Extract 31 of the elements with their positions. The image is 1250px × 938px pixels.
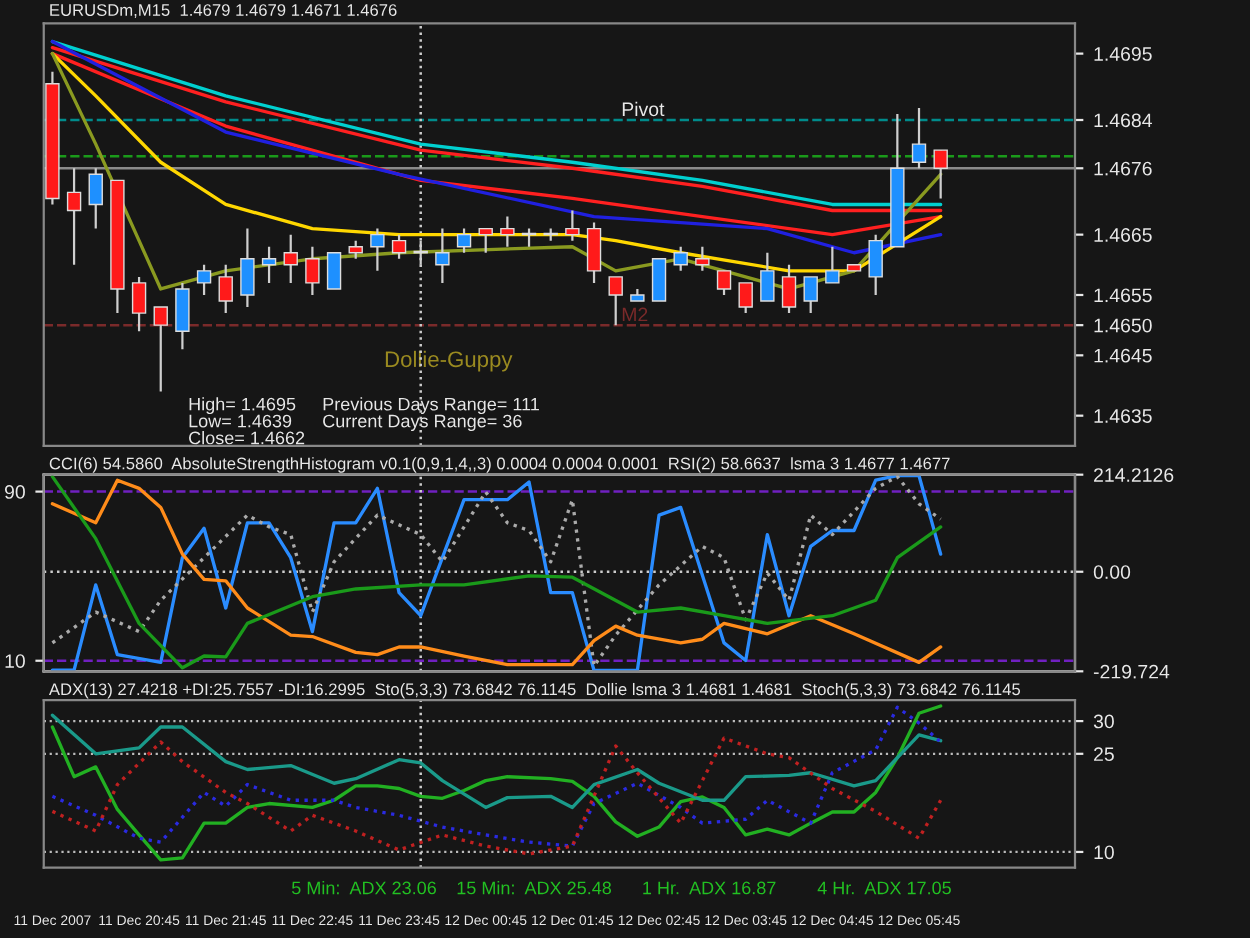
annotation: Previous Days Range= 111	[323, 397, 539, 415]
text: 1 Hr. ADX 16.87	[643, 881, 776, 895]
annotation: High= 1.4695	[189, 397, 296, 415]
y-tick-label: 214.2126	[1094, 468, 1174, 482]
annotation: Low= 1.4639	[189, 414, 292, 428]
y-tick-label: -219.724	[1093, 664, 1170, 679]
y-tick-label: 1.4635	[1094, 409, 1152, 423]
text: 15 Min: ADX 25.48	[457, 881, 612, 895]
ref-line-label: M2	[622, 307, 648, 322]
y-tick-label: 1.4655	[1094, 288, 1152, 303]
y2-tick-label: 90	[4, 485, 25, 499]
text: 4 Hr. ADX 17.05	[817, 881, 951, 895]
annotation: Current Days Range= 36	[323, 414, 522, 431]
chart-title: CCI(6) 54.5860 AbsoluteStrengthHistogram v0.1(0,9,1,4,,3) 0.0004 0.0004 0.0001 RSI(2) 58.6637 lsma 3 1.4677 1.4677	[49, 457, 950, 473]
text: 5 Min: ADX 23.06	[291, 881, 436, 895]
y-tick-label: 0.00	[1093, 565, 1131, 579]
y-tick-label: 1.4695	[1094, 47, 1152, 61]
y2-tick-label: 10	[5, 654, 25, 668]
chart-title: EURUSDm,M15 1.4679 1.4679 1.4671 1.4676	[50, 4, 397, 18]
y-tick-label: 25	[1094, 747, 1114, 762]
ref-line-label: Pivot	[622, 101, 665, 117]
y-tick-label: 10	[1094, 845, 1114, 860]
annotation: Close= 1.4662	[189, 431, 305, 445]
y-tick-label: 1.4676	[1094, 161, 1152, 176]
y-tick-label: 30	[1093, 714, 1114, 729]
y-tick-label: 1.4684	[1094, 113, 1152, 128]
annotation: Dollie-Guppy	[385, 350, 513, 372]
y-tick-label: 1.4650	[1094, 318, 1152, 333]
y-tick-label: 1.4665	[1094, 228, 1152, 242]
y-tick-label: 1.4645	[1094, 348, 1152, 363]
chart-title: ADX(13) 27.4218 +DI:25.7557 -DI:16.2995 Sto(5,3,3) 73.6842 76.1145 Dollie lsma 3 1.4681 1.4681 Stoch(5,3,3) 73.6842 76.1145	[48, 682, 1021, 699]
